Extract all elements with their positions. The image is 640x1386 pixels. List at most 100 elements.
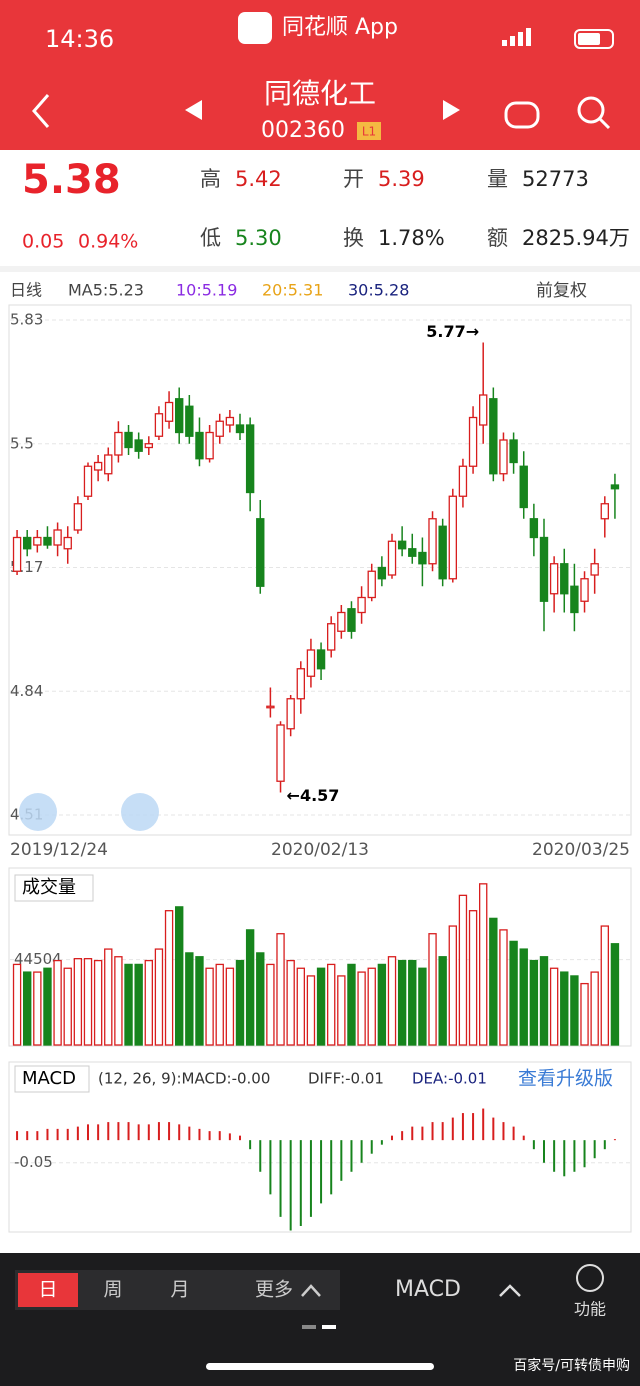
volume-bar [53,959,62,1046]
candle-body [327,623,336,651]
candle-body [509,439,518,464]
candle-body [114,431,123,456]
volume-bar [549,967,559,1046]
quote-label: 额 [487,226,508,250]
candle-body [215,420,224,437]
prev[interactable] [185,100,202,120]
ma20: 20:5.31 [262,281,323,300]
scroll-btn [19,793,57,831]
candle-body [549,563,559,595]
menu[interactable]: 功能 [574,1300,606,1319]
candle-body [235,424,245,434]
change-pct: 0.94% [78,231,138,253]
candle-body [387,540,397,576]
candle-body [590,563,599,576]
level: L1 [362,125,376,139]
candle-body [93,461,103,471]
candle-body [428,518,437,565]
candle-body [296,668,305,700]
adjust[interactable]: 前复权 [536,281,587,301]
macd-diff: DIFF:-0.01 [308,1070,384,1088]
quote-value: 52773 [522,167,589,191]
upgrade[interactable]: 查看升级版 [518,1068,613,1090]
low-note: ←4.57 [287,786,340,805]
candle-body [539,536,549,602]
caret [301,1284,321,1297]
date-start: 2019/12/24 [10,840,108,860]
next[interactable] [443,100,460,120]
candle-body [408,548,417,557]
volume-bar [327,963,336,1046]
volume-bar [539,956,549,1046]
tab[interactable]: 月 [170,1279,189,1301]
volume-bar [590,971,599,1046]
indicator[interactable]: MACD [395,1277,461,1302]
candle-body [458,465,468,497]
candle-body [83,465,93,497]
candle-body [570,585,579,614]
candle-body [205,431,214,460]
volume-bar [256,952,265,1046]
menu-icon[interactable] [576,1264,604,1292]
robot[interactable] [504,101,540,129]
volume-bar [347,963,356,1046]
candle-body [43,536,52,546]
volume-bar [164,910,174,1046]
ma5: MA5:5.23 [68,281,144,300]
candle-body [276,724,285,782]
tab[interactable]: 周 [103,1279,122,1301]
volume-bar [377,963,387,1046]
stock-code: 002360 [261,118,345,143]
volume-bar [144,959,153,1046]
volume-bar [43,967,52,1046]
candle-body [33,536,42,546]
volume-bar [418,967,427,1046]
candle-body [448,495,457,580]
candle-body [185,405,194,437]
candle-body [418,551,427,565]
volume-bar [154,948,164,1046]
app-icon [238,12,272,44]
volume-title: 成交量 [22,877,76,898]
candle-body [468,416,478,467]
quote-label: 开 [343,167,364,191]
back[interactable] [32,94,50,128]
ma30: 30:5.28 [348,281,409,300]
candle-body [519,465,528,509]
caret [499,1284,521,1297]
period: 日线 [10,281,42,300]
watermark: 百家号/可转债申购 [513,1357,630,1374]
candle-body [266,705,275,709]
level-badge [357,122,381,140]
battery [574,29,614,49]
volume-bar [235,959,245,1046]
volume-bar [337,975,346,1046]
divider [0,266,640,272]
zoom-btn [121,793,159,831]
tab[interactable]: 更多 [255,1279,293,1301]
volume-bar [296,967,305,1046]
quote-value: 5.30 [235,226,282,250]
volume-bar [124,963,133,1046]
candle-body [377,566,387,580]
volume-bar [12,963,22,1046]
volume-bar [205,967,214,1046]
candle-body [479,394,488,426]
volume-bar [286,959,295,1046]
search[interactable] [577,96,605,124]
volume-bar [519,948,528,1046]
volume-bar [266,963,275,1046]
battery-level [578,33,600,45]
candle-body [53,529,62,546]
app-name: 同花顺 App [282,15,398,40]
macd-dea: DEA:-0.01 [412,1070,487,1088]
date-end: 2020/03/25 [532,840,630,860]
volume-bar [438,956,447,1046]
volume-bar [357,971,366,1046]
tab[interactable]: 日 [38,1279,57,1301]
volume-bar [570,975,579,1046]
quote-value: 2825.94万 [522,226,630,250]
volume-bar [33,971,42,1046]
